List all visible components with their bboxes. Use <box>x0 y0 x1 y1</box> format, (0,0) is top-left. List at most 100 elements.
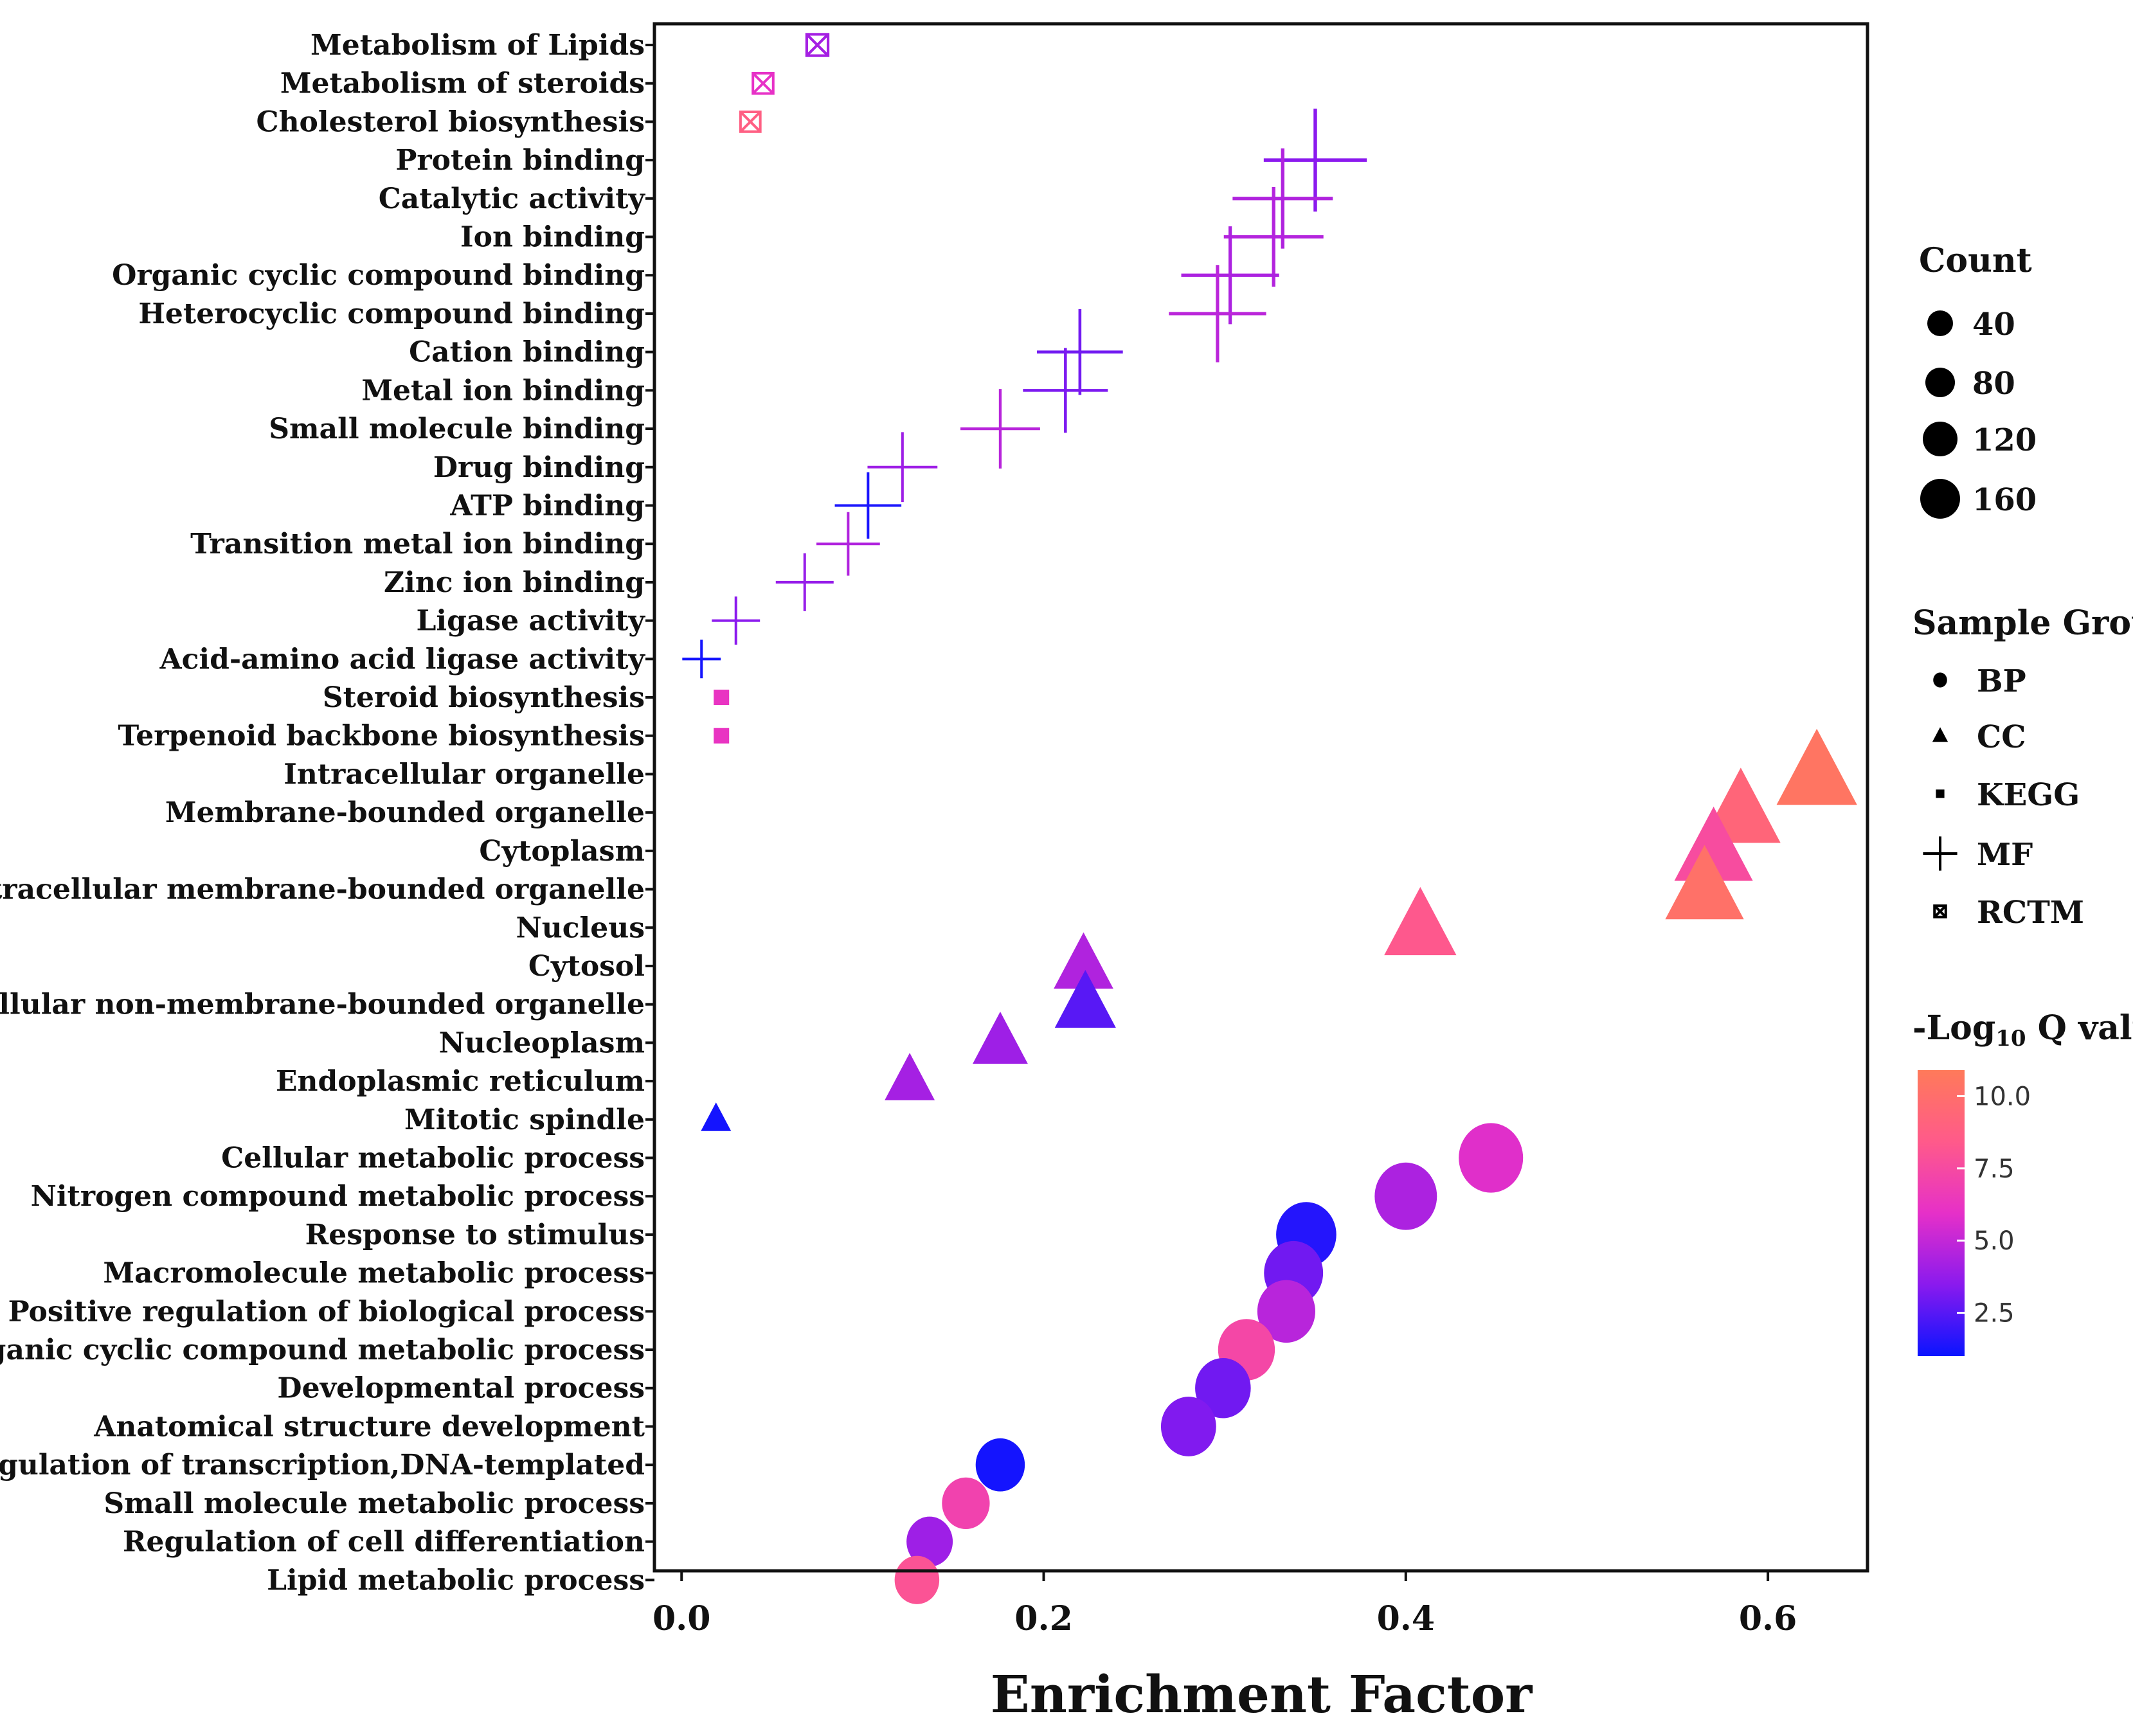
y-tick-label: Intracellular organelle <box>284 758 645 791</box>
count-legend-key <box>1920 479 1960 519</box>
group-legend-title: Sample Group <box>1913 604 2133 643</box>
point-cc <box>1054 932 1113 989</box>
x-tick-label: 0.6 <box>1739 1599 1797 1638</box>
point-cc <box>1776 728 1857 805</box>
y-tick-label: Macromolecule metabolic process <box>103 1257 645 1290</box>
y-tick-label: Metal ion binding <box>361 374 645 407</box>
y-tick-label: Metabolism of steroids <box>280 67 645 100</box>
point-cc <box>973 1011 1028 1064</box>
y-tick-label: Cation binding <box>409 336 645 369</box>
y-tick-label: Developmental process <box>277 1372 645 1405</box>
y-tick-label: Protein binding <box>395 144 645 177</box>
point-mf <box>1023 348 1108 433</box>
point-mf <box>1263 108 1367 212</box>
y-tick-label: Heterocyclic compound binding <box>138 298 645 330</box>
y-tick-label: Acid-amino acid ligase activity <box>159 643 645 676</box>
point-bp <box>906 1516 953 1567</box>
y-tick-label: Ligase activity <box>416 605 645 638</box>
y-tick-label: Ion binding <box>460 221 645 254</box>
y-tick-label: Small molecule metabolic process <box>104 1487 645 1520</box>
group-legend-label: RCTM <box>1977 895 2084 931</box>
y-tick-label: Organic cyclic compound metabolic proces… <box>0 1334 645 1366</box>
y-tick-label: Cytosol <box>528 950 645 983</box>
point-kegg <box>714 728 730 744</box>
y-tick-label: Cellular metabolic process <box>221 1142 645 1175</box>
count-legend: Count 40 80 120 160 <box>1919 241 2037 519</box>
y-tick-label: Terpenoid backbone biosynthesis <box>118 720 645 753</box>
point-bp <box>1459 1123 1524 1193</box>
point-mf <box>1223 187 1324 287</box>
q-value-legend: -Log10 Q value 2.5 5.0 7.5 10.0 <box>1913 1008 2133 1356</box>
y-tick-label: Drug binding <box>433 451 645 484</box>
y-tick-label: ATP binding <box>449 489 645 522</box>
group-legend-label: CC <box>1977 719 2026 755</box>
group-legend-key-rctm <box>1933 904 1947 918</box>
point-mf <box>1181 226 1279 325</box>
color-legend-title-prefix: -Log <box>1913 1008 1995 1048</box>
count-legend-key <box>1927 310 1953 336</box>
count-legend-title: Count <box>1919 241 2032 280</box>
point-bp <box>1374 1162 1437 1230</box>
y-tick-label: Nitrogen compound metabolic process <box>31 1180 645 1213</box>
point-mf <box>834 472 902 539</box>
point-mf <box>712 596 760 645</box>
y-tick-label: Response to stimulus <box>305 1219 645 1251</box>
color-bar-tick-label: 7.5 <box>1974 1154 2015 1184</box>
point-bp <box>942 1477 990 1530</box>
point-rctm <box>752 71 775 95</box>
y-tick-label: Zinc ion binding <box>384 566 645 599</box>
y-tick-label: Regulation of transcription,DNA-template… <box>0 1449 645 1481</box>
point-bp <box>1257 1280 1316 1343</box>
x-tick-label: 0.2 <box>1014 1599 1072 1638</box>
data-points <box>682 33 1857 1604</box>
color-bar-tick-label: 10.0 <box>1974 1082 2031 1111</box>
y-tick-label: Positive regulation of biological proces… <box>8 1295 645 1328</box>
point-kegg <box>714 690 730 706</box>
count-legend-label: 120 <box>1972 422 2037 458</box>
point-bp <box>894 1555 940 1604</box>
y-tick-label: Cholesterol biosynthesis <box>256 105 645 138</box>
x-tick-label: 0.4 <box>1377 1599 1435 1638</box>
point-cc <box>1054 970 1116 1028</box>
y-tick-label: Intracellular membrane-bounded organelle <box>0 873 645 906</box>
group-legend-label: MF <box>1977 837 2033 873</box>
point-cc <box>1674 806 1753 881</box>
color-legend-title-subscript: 10 <box>1995 1026 2026 1051</box>
y-tick-label: Metabolism of Lipids <box>310 29 645 62</box>
point-mf <box>775 553 834 611</box>
color-bar-tick-label: 5.0 <box>1974 1226 2015 1256</box>
y-tick-label: Organic cyclic compound binding <box>112 259 645 292</box>
count-legend-key <box>1923 422 1958 456</box>
point-bp <box>1160 1397 1216 1456</box>
y-axis-labels: Metabolism of Lipids Metabolism of steroi… <box>0 29 645 1597</box>
count-legend-label: 40 <box>1972 307 2015 343</box>
point-mf <box>1232 148 1333 249</box>
group-legend-label: BP <box>1977 663 2026 699</box>
point-mf <box>816 512 880 576</box>
y-tick-label: Mitotic spindle <box>404 1104 645 1136</box>
point-rctm <box>805 33 830 57</box>
y-tick-label: Small molecule binding <box>269 413 645 445</box>
point-bp <box>1195 1357 1251 1418</box>
y-tick-label: Regulation of cell differentiation <box>123 1526 645 1559</box>
color-bar <box>1918 1070 1965 1356</box>
point-cc <box>885 1053 935 1100</box>
point-mf <box>867 432 938 503</box>
color-legend-title-suffix: Q value <box>2026 1008 2133 1048</box>
y-tick-label: Intracellular non-membrane-bounded organ… <box>0 989 645 1021</box>
y-tick-label: Lipid metabolic process <box>267 1564 645 1597</box>
group-legend-key-mf <box>1923 836 1958 871</box>
color-bar-tick-label: 2.5 <box>1974 1299 2015 1329</box>
point-mf <box>1037 309 1123 395</box>
count-legend-key <box>1925 368 1955 397</box>
x-axis-title: Enrichment Factor <box>991 1664 1533 1724</box>
y-tick-label: Nucleoplasm <box>439 1026 645 1059</box>
y-tick-label: Transition metal ion binding <box>190 528 645 560</box>
point-mf <box>1169 265 1266 362</box>
count-legend-label: 80 <box>1972 366 2015 402</box>
count-legend-label: 160 <box>1972 482 2037 518</box>
y-tick-label: Cytoplasm <box>479 835 645 868</box>
point-bp <box>975 1438 1025 1492</box>
plot-panel-border <box>652 22 1869 1573</box>
